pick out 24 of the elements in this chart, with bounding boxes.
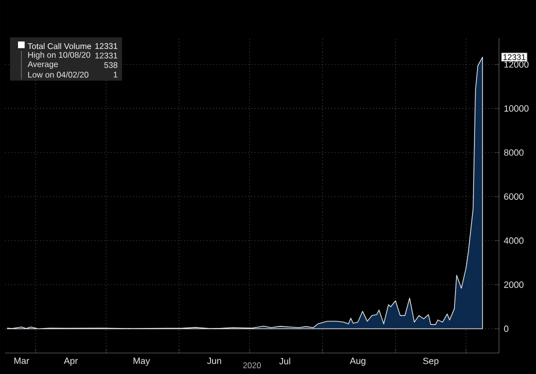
y-tick-label: 12000 — [504, 61, 529, 68]
annotation: Average — [28, 61, 58, 69]
x-tick-label: Jul — [279, 358, 290, 364]
x-tick-label: May — [134, 358, 150, 366]
annotation: 12331 — [95, 43, 118, 49]
y-tick-label: 4000 — [504, 237, 524, 244]
x-tick-label: Aug — [350, 358, 366, 366]
x-tick-label: Jun — [207, 358, 222, 364]
x-tick-label: Sep — [423, 358, 438, 366]
text: Total Call Volume — [28, 43, 92, 50]
annotation: Low on 04/02/20 — [28, 72, 88, 78]
x-tick-label: Apr — [64, 358, 78, 366]
y-tick-label: 10000 — [504, 105, 529, 112]
x-tick-label: Mar — [14, 358, 30, 364]
y-tick-label: 6000 — [504, 193, 524, 200]
y-tick-label: 2000 — [504, 281, 524, 288]
annotation: 538 — [104, 62, 118, 68]
annotation: High on 10/08/20 — [28, 52, 90, 60]
annotation: 1 — [114, 72, 118, 78]
y-tick-label: 0 — [504, 326, 508, 332]
x-axis-title: 2020 — [243, 362, 261, 368]
annotation: 12331 — [95, 52, 118, 59]
annotation: 12331 — [503, 54, 526, 60]
y-tick-label: 8000 — [504, 149, 524, 156]
